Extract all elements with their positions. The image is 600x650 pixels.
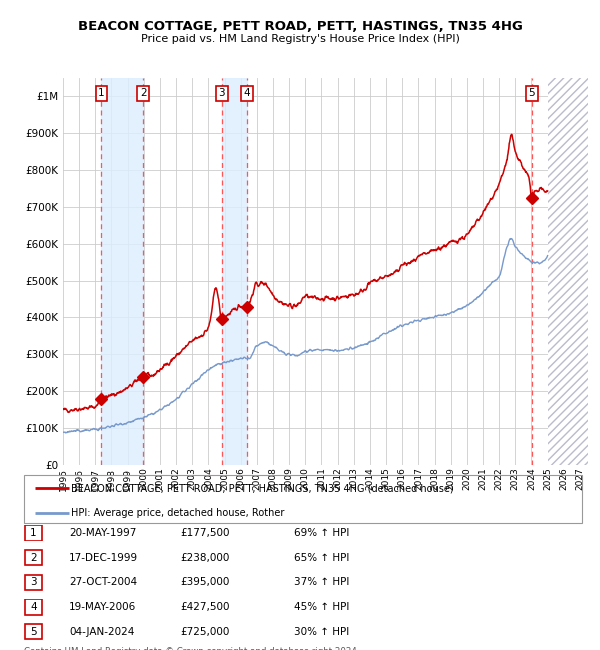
Text: 2: 2 — [30, 552, 37, 563]
Text: 3: 3 — [218, 88, 225, 98]
Text: 5: 5 — [30, 627, 37, 637]
Text: BEACON COTTAGE, PETT ROAD, PETT, HASTINGS, TN35 4HG (detached house): BEACON COTTAGE, PETT ROAD, PETT, HASTING… — [71, 483, 454, 493]
Text: £395,000: £395,000 — [180, 577, 229, 588]
Text: 37% ↑ HPI: 37% ↑ HPI — [294, 577, 349, 588]
Text: HPI: Average price, detached house, Rother: HPI: Average price, detached house, Roth… — [71, 508, 285, 517]
Text: 04-JAN-2024: 04-JAN-2024 — [69, 627, 134, 637]
Text: 19-MAY-2006: 19-MAY-2006 — [69, 602, 136, 612]
Text: 1: 1 — [30, 528, 37, 538]
Text: 20-MAY-1997: 20-MAY-1997 — [69, 528, 136, 538]
Text: 69% ↑ HPI: 69% ↑ HPI — [294, 528, 349, 538]
Text: 1: 1 — [98, 88, 105, 98]
Text: 2: 2 — [140, 88, 146, 98]
Text: 4: 4 — [244, 88, 250, 98]
Bar — [548, 78, 588, 465]
Bar — [221, 78, 247, 465]
Bar — [101, 78, 143, 465]
Text: 3: 3 — [30, 577, 37, 588]
Text: £725,000: £725,000 — [180, 627, 229, 637]
Text: Contains HM Land Registry data © Crown copyright and database right 2024.: Contains HM Land Registry data © Crown c… — [24, 647, 359, 650]
Text: 27-OCT-2004: 27-OCT-2004 — [69, 577, 137, 588]
Text: 45% ↑ HPI: 45% ↑ HPI — [294, 602, 349, 612]
Text: BEACON COTTAGE, PETT ROAD, PETT, HASTINGS, TN35 4HG: BEACON COTTAGE, PETT ROAD, PETT, HASTING… — [77, 20, 523, 32]
Text: 30% ↑ HPI: 30% ↑ HPI — [294, 627, 349, 637]
Text: £177,500: £177,500 — [180, 528, 229, 538]
Text: £427,500: £427,500 — [180, 602, 229, 612]
Text: 4: 4 — [30, 602, 37, 612]
Text: £238,000: £238,000 — [180, 552, 229, 563]
Text: 5: 5 — [529, 88, 535, 98]
Text: Price paid vs. HM Land Registry's House Price Index (HPI): Price paid vs. HM Land Registry's House … — [140, 34, 460, 44]
Text: 65% ↑ HPI: 65% ↑ HPI — [294, 552, 349, 563]
Text: 17-DEC-1999: 17-DEC-1999 — [69, 552, 138, 563]
